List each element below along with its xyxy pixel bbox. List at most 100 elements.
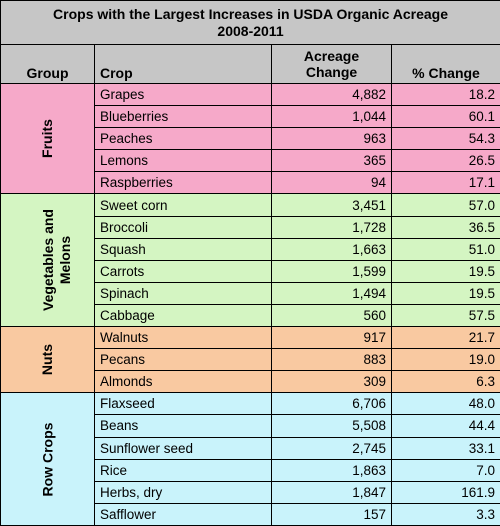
acreage-change-cell: 1,863 (271, 458, 392, 482)
pct-change-cell: 3.3 (390, 502, 500, 526)
acreage-change-cell: 365 (271, 149, 392, 173)
header-acreage-change: Acreage Change (271, 44, 392, 84)
acreage-change-cell: 5,508 (271, 414, 392, 438)
table-row: Rice 1,863 7.0 (0, 458, 500, 482)
pct-change-cell: 57.0 (390, 193, 500, 217)
header-acreage-line1: Acreage (303, 48, 360, 64)
crop-cell: Squash (94, 237, 272, 261)
acreage-change-cell: 94 (271, 171, 392, 195)
acreage-change-cell: 917 (271, 326, 392, 350)
pct-change-cell: 18.2 (390, 82, 500, 107)
acreage-change-cell: 1,663 (271, 237, 392, 261)
acreage-change-cell: 1,847 (271, 480, 392, 504)
pct-change-cell: 44.4 (390, 414, 500, 438)
group-label-line: Row Crops (38, 422, 55, 497)
group-label-line: Vegetables and (39, 209, 56, 312)
group-label: Vegetables and Melons (40, 209, 74, 311)
acreage-change-cell: 1,599 (271, 259, 392, 283)
header-acreage-line2: Change (305, 64, 358, 80)
crop-cell: Walnuts (94, 326, 272, 350)
table-title-line2: 2008-2011 (217, 22, 284, 39)
group-cell: Nuts (0, 326, 95, 394)
pct-change-cell: 19.5 (390, 281, 500, 305)
crop-cell: Spinach (94, 281, 272, 305)
table-row: Herbs, dry 1,847 161.9 (0, 480, 500, 504)
acreage-change-cell: 6,706 (271, 392, 392, 416)
crop-cell: Peaches (94, 127, 272, 151)
group-label-line: Melons (56, 236, 73, 285)
acreage-change-cell: 2,745 (271, 436, 392, 460)
table-title-line1: Crops with the Largest Increases in USDA… (53, 5, 448, 22)
pct-change-cell: 51.0 (390, 237, 500, 261)
crop-cell: Lemons (94, 149, 272, 173)
pct-change-cell: 161.9 (390, 480, 500, 504)
acreage-change-cell: 1,728 (271, 215, 392, 239)
pct-change-cell: 54.3 (390, 127, 500, 151)
table-row: Almonds 309 6.3 (0, 370, 500, 394)
pct-change-cell: 21.7 (390, 326, 500, 350)
table-row: Row Crops Flaxseed 6,706 48.0 (0, 392, 500, 526)
pct-change-cell: 19.0 (390, 348, 500, 372)
table-row: Blueberries 1,044 60.1 (0, 105, 500, 129)
acreage-change-cell: 1,044 (271, 105, 392, 129)
crop-cell: Raspberries (94, 171, 272, 195)
group-label-line: Fruits (38, 119, 55, 159)
acreage-change-cell: 1,494 (271, 281, 392, 305)
acreage-change-cell: 560 (271, 303, 392, 328)
acreage-change-cell: 3,451 (271, 193, 392, 217)
table-row: Spinach 1,494 19.5 (0, 281, 500, 305)
table-row: Beans 5,508 44.4 (0, 414, 500, 438)
acreage-change-cell: 963 (271, 127, 392, 151)
crop-cell: Sweet corn (94, 193, 272, 217)
group-label: Row Crops (39, 422, 56, 496)
pct-change-cell: 26.5 (390, 149, 500, 173)
crop-cell: Safflower (94, 502, 272, 526)
pct-change-cell: 6.3 (390, 370, 500, 394)
table-row: Lemons 365 26.5 (0, 149, 500, 173)
pct-change-cell: 36.5 (390, 215, 500, 239)
acreage-change-cell: 883 (271, 348, 392, 372)
table-row: Carrots 1,599 19.5 (0, 259, 500, 283)
crop-cell: Beans (94, 414, 272, 438)
table-row: Safflower 157 3.3 (0, 502, 500, 526)
group-label-line: Nuts (39, 344, 55, 376)
table-row: Fruits Grapes 4,882 18.2 (0, 82, 500, 195)
header-crop: Crop (94, 44, 272, 84)
table-row: Vegetables and Melons Sweet corn 3,451 57.0 (0, 193, 500, 328)
table-row: Nuts Walnuts 917 21.7 (0, 326, 500, 394)
crop-cell: Almonds (94, 370, 272, 394)
group-cell: Fruits (0, 82, 95, 195)
pct-change-cell: 48.0 (390, 392, 500, 416)
crop-cell: Blueberries (94, 105, 272, 129)
acreage-change-cell: 4,882 (271, 82, 392, 107)
crop-cell: Pecans (94, 348, 272, 372)
header-group: Group (0, 44, 95, 84)
header-pct-change: % Change (390, 44, 500, 84)
crop-cell: Cabbage (94, 303, 272, 328)
group-cell: Row Crops (0, 392, 95, 526)
crop-cell: Broccoli (94, 215, 272, 239)
group-label: Fruits (39, 119, 56, 158)
crop-cell: Grapes (94, 82, 272, 107)
pct-change-cell: 19.5 (390, 259, 500, 283)
table-body: Fruits Grapes 4,882 18.2 Blueberries 1,044 60.… (0, 82, 500, 526)
table-row: Raspberries 94 17.1 (0, 171, 500, 195)
table-row: Squash 1,663 51.0 (0, 237, 500, 261)
crop-cell: Carrots (94, 259, 272, 283)
group-label: Nuts (39, 344, 56, 375)
pct-change-cell: 33.1 (390, 436, 500, 460)
group-cell: Vegetables and Melons (0, 193, 95, 328)
crop-cell: Flaxseed (94, 392, 272, 416)
crop-cell: Sunflower seed (94, 436, 272, 460)
acreage-change-cell: 157 (271, 502, 392, 526)
pct-change-cell: 7.0 (390, 458, 500, 482)
pct-change-cell: 17.1 (390, 171, 500, 195)
crop-cell: Rice (94, 458, 272, 482)
pct-change-cell: 60.1 (390, 105, 500, 129)
acreage-change-cell: 309 (271, 370, 392, 394)
table-row: Sunflower seed 2,745 33.1 (0, 436, 500, 460)
table-title: Crops with the Largest Increases in USDA… (0, 0, 500, 45)
crop-cell: Herbs, dry (94, 480, 272, 504)
